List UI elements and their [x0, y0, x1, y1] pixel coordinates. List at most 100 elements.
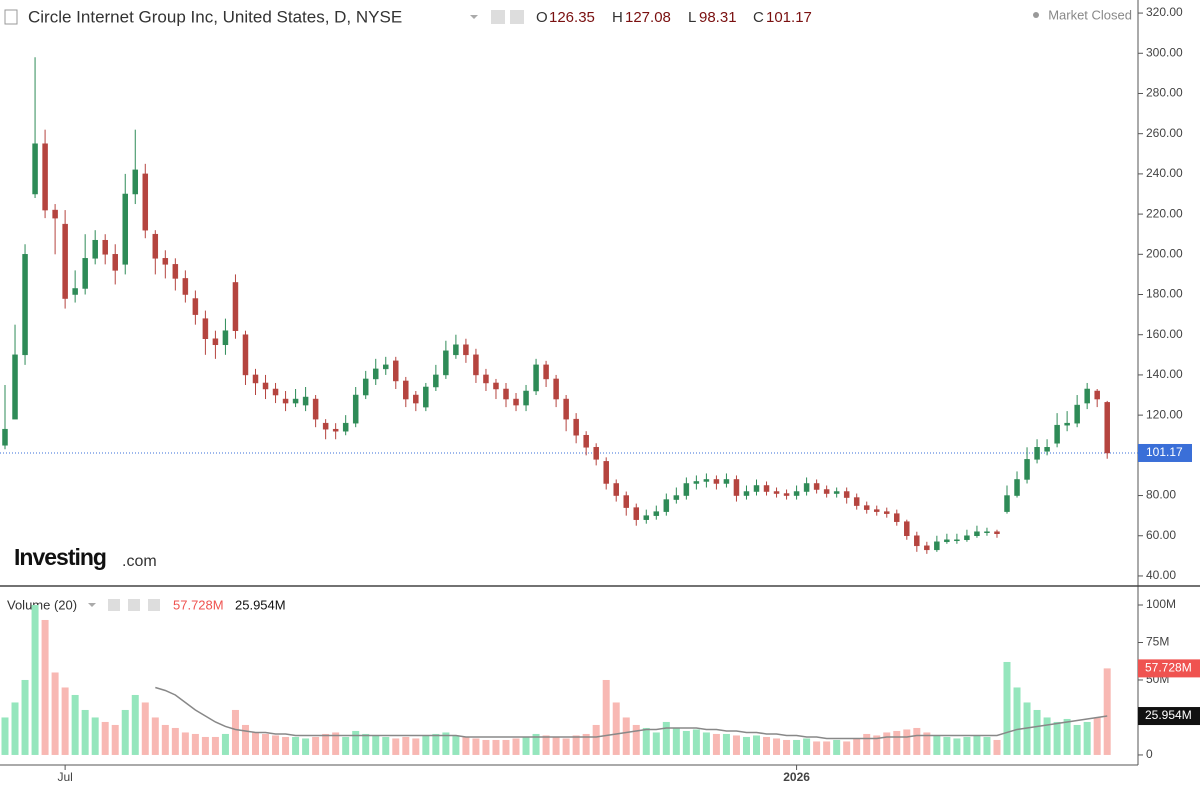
- candle-body: [543, 364, 549, 380]
- ohlc-value: 98.31: [699, 9, 737, 26]
- volume-bar: [322, 733, 330, 755]
- x-tick-label: 2026: [783, 770, 810, 784]
- candle-body: [1074, 404, 1080, 424]
- volume-bar: [803, 738, 811, 755]
- candle-body: [533, 364, 539, 392]
- volume-value-label: 57.728M: [1145, 661, 1192, 675]
- volume-bar: [582, 733, 590, 755]
- settings-icon[interactable]: [108, 599, 120, 611]
- candle-body: [633, 507, 640, 520]
- volume-bar: [61, 687, 69, 755]
- settings-icon[interactable]: [510, 10, 524, 24]
- volume-bar: [542, 735, 550, 755]
- volume-bar: [512, 738, 520, 755]
- candle-body: [653, 511, 660, 516]
- volume-bar: [963, 736, 971, 755]
- candle-body: [613, 483, 619, 496]
- volume-bar: [302, 738, 310, 755]
- candle-body: [723, 479, 730, 484]
- y-tick-label: 40.00: [1146, 568, 1176, 582]
- volume-bar: [282, 736, 290, 755]
- ohlc-value: 127.08: [625, 9, 671, 26]
- volume-bar: [191, 733, 199, 755]
- candle-body: [493, 382, 499, 390]
- volume-bar: [332, 732, 340, 755]
- volume-bar: [221, 733, 229, 755]
- candle-body: [2, 428, 8, 446]
- volume-bar: [262, 733, 270, 755]
- volume-bar: [883, 732, 891, 755]
- dropdown[interactable]: [470, 15, 478, 19]
- candle-body: [1064, 422, 1070, 426]
- candle-body: [954, 539, 960, 542]
- candle-body: [172, 264, 179, 279]
- y-tick-label: 100M: [1146, 597, 1176, 611]
- volume-ma-box: [1138, 707, 1200, 726]
- volume-bar: [462, 736, 470, 755]
- status-dot: [1033, 12, 1039, 18]
- candle-body: [593, 447, 599, 460]
- volume-bar: [71, 694, 79, 755]
- candle-body: [433, 374, 439, 388]
- volume-bar: [933, 735, 941, 755]
- dropdown[interactable]: [88, 603, 96, 607]
- candle-body: [643, 515, 650, 520]
- volume-bar: [843, 741, 851, 755]
- volume-bar: [983, 736, 991, 755]
- candle-body: [713, 479, 720, 484]
- volume-title: Volume (20): [7, 597, 77, 612]
- volume-ma-label: 25.954M: [1145, 708, 1192, 722]
- volume-bar: [392, 738, 400, 755]
- volume-bar: [913, 727, 921, 755]
- volume-bar: [833, 739, 841, 755]
- volume-bar: [702, 732, 710, 755]
- candle-body: [332, 428, 339, 432]
- volume-bar: [121, 709, 129, 755]
- volume-bar: [171, 727, 179, 755]
- candle-body: [483, 374, 489, 384]
- candle-body: [914, 535, 920, 547]
- candle-body: [122, 193, 128, 265]
- volume-bar: [492, 739, 500, 755]
- volume-bar: [151, 717, 159, 755]
- volume-bar: [1033, 709, 1041, 755]
- candle-body: [393, 360, 399, 382]
- candle-body: [944, 539, 950, 543]
- menu-icon[interactable]: [4, 9, 18, 25]
- volume-bar: [672, 727, 680, 755]
- volume-bar: [1, 717, 9, 755]
- volume-bar: [181, 732, 189, 755]
- candle-body: [693, 481, 700, 484]
- candle-body: [1014, 479, 1020, 496]
- candle-body: [924, 545, 930, 551]
- candle-body: [302, 396, 309, 406]
- candle-body: [12, 354, 18, 420]
- candle-body: [863, 505, 870, 510]
- volume-bar: [612, 702, 620, 755]
- volume-bar: [502, 739, 510, 755]
- candle-body: [383, 364, 389, 370]
- volume-bar: [21, 679, 29, 755]
- y-tick-label: 140.00: [1146, 367, 1183, 381]
- y-tick-label: 220.00: [1146, 206, 1183, 220]
- y-tick-label: 180.00: [1146, 287, 1183, 301]
- candle-body: [843, 491, 850, 498]
- volume-bar: [943, 736, 951, 755]
- candle-body: [112, 254, 118, 271]
- volume-bar: [231, 709, 239, 755]
- y-tick-label: 80.00: [1146, 488, 1176, 502]
- market-status: Market Closed: [1048, 7, 1132, 22]
- candle-body: [583, 434, 589, 448]
- candle-body: [703, 479, 710, 482]
- volume-bar: [352, 730, 360, 755]
- candle-body: [663, 499, 670, 512]
- settings-icon[interactable]: [491, 10, 505, 24]
- close-icon[interactable]: [148, 599, 160, 611]
- volume-bar: [51, 672, 59, 755]
- volume-bar: [432, 733, 440, 755]
- candle-body: [423, 386, 429, 408]
- settings-icon[interactable]: [128, 599, 140, 611]
- candle-body: [162, 258, 169, 265]
- chart-title: Circle Internet Group Inc, United States…: [28, 7, 402, 26]
- volume-bar: [452, 735, 460, 755]
